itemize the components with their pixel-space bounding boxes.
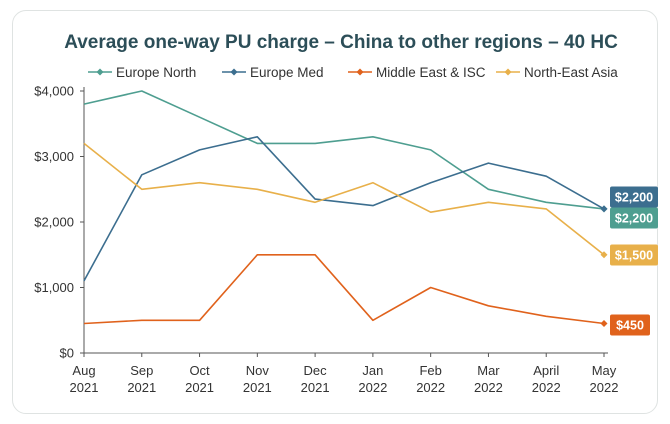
end-label-box xyxy=(610,244,658,266)
series-line-europe-north xyxy=(83,90,605,210)
legend-item-europe-north: Europe North xyxy=(88,65,196,80)
x-tick-label: May 2022 xyxy=(590,363,619,395)
legend-label: Europe North xyxy=(116,65,196,80)
series-line-europe-med xyxy=(83,136,605,282)
end-label-box xyxy=(610,186,658,208)
legend-label: Europe Med xyxy=(250,65,324,80)
series-end-point-europe-med xyxy=(600,205,608,213)
y-tick-label: $4,000 xyxy=(34,84,74,99)
x-tick-label: Oct 2021 xyxy=(185,363,214,395)
end-label-europe-north: $2,200 xyxy=(610,207,658,229)
series-lines xyxy=(83,90,608,328)
y-tick-label: $0 xyxy=(60,346,74,361)
end-label-middle-east-isc: $450 xyxy=(610,314,650,336)
end-label-text: $450 xyxy=(616,319,644,333)
end-labels: $2,200 $2,200 $450 $1,500 xyxy=(610,186,658,336)
legend-swatch-marker xyxy=(504,68,512,76)
y-tick-label: $3,000 xyxy=(34,149,74,164)
series-line-middle-east-isc xyxy=(83,254,605,325)
end-label-box xyxy=(610,207,658,229)
end-label-text: $2,200 xyxy=(615,212,653,226)
end-label-text: $2,200 xyxy=(615,191,653,205)
series-end-point-middle-east-isc xyxy=(600,320,608,328)
end-label-box xyxy=(610,314,650,336)
x-tick-label: Dec 2021 xyxy=(301,363,330,395)
x-tick-label: Jan 2022 xyxy=(358,363,387,395)
chart-title: Average one-way PU charge – China to oth… xyxy=(64,32,618,53)
legend-swatch-marker xyxy=(230,68,238,76)
x-tick-label: Aug 2021 xyxy=(70,363,99,395)
x-tick-label: Nov 2021 xyxy=(243,363,272,395)
legend-label: North-East Asia xyxy=(524,65,618,80)
x-tick-label: April 2022 xyxy=(532,363,561,395)
y-tick-label: $1,000 xyxy=(34,280,74,295)
end-label-text: $1,500 xyxy=(615,249,653,263)
axes: $0 $1,000 $2,000 $3,000 $4,000 Aug 2021 Sep 2021… xyxy=(34,84,618,396)
end-label-north-east-asia: $1,500 xyxy=(610,244,658,266)
legend: Europe North Europe Med Middle East & ISC N… xyxy=(88,65,618,80)
series-line-north-east-asia xyxy=(83,142,605,256)
legend-item-north-east-asia: North-East Asia xyxy=(496,65,618,80)
x-tick-label: Feb 2022 xyxy=(416,363,445,395)
legend-label: Middle East & ISC xyxy=(376,65,486,80)
legend-swatch-marker xyxy=(356,68,364,76)
series-end-point-north-east-asia xyxy=(600,251,608,259)
end-label-europe-med: $2,200 xyxy=(610,186,658,208)
legend-item-europe-med: Europe Med xyxy=(222,65,324,80)
x-tick-label: Mar 2022 xyxy=(474,363,503,395)
legend-swatch-marker xyxy=(96,68,104,76)
x-tick-label: Sep 2021 xyxy=(127,363,156,395)
legend-item-middle-east-isc: Middle East & ISC xyxy=(348,65,486,80)
y-tick-label: $2,000 xyxy=(34,215,74,230)
